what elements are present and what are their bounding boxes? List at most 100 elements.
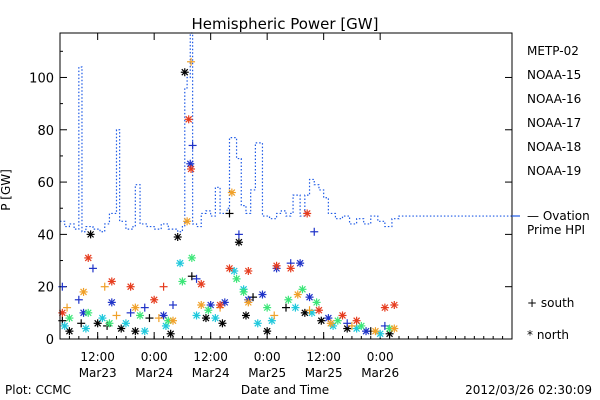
legend-ovation: — Ovation <box>527 209 590 223</box>
marker-north <box>291 303 300 312</box>
marker-north <box>173 233 182 241</box>
marker-north <box>176 259 185 268</box>
marker-north <box>227 188 236 197</box>
x-tick-label-time: 12:00 <box>80 350 115 364</box>
marker-south <box>77 319 86 328</box>
legend-entry: NOAA-19 <box>527 164 581 178</box>
marker-north <box>192 311 201 320</box>
marker-north <box>150 295 159 304</box>
marker-north <box>216 301 225 309</box>
marker-north <box>60 321 69 330</box>
marker-north <box>187 253 196 262</box>
satellite-markers <box>58 57 399 338</box>
legend-symbol-north: * north <box>527 328 569 342</box>
marker-north <box>300 308 309 317</box>
legend: METP-02 NOAA-15 NOAA-16 NOAA-17 NOAA-18 NOAA-… <box>512 44 590 342</box>
y-tick-label: 0 <box>46 333 54 348</box>
marker-north <box>204 306 213 315</box>
marker-north <box>305 293 314 302</box>
marker-north <box>263 327 272 336</box>
marker-north <box>105 319 114 328</box>
plot-credit: Plot: CCMC <box>5 383 71 397</box>
marker-north <box>140 327 149 336</box>
marker-south <box>282 303 290 312</box>
marker-north <box>218 319 227 328</box>
x-tick-label-time: 12:00 <box>193 350 228 364</box>
marker-north <box>239 287 248 296</box>
marker-south <box>187 272 196 281</box>
marker-north <box>121 319 130 328</box>
marker-north <box>225 264 234 273</box>
x-axis-label: Date and Time <box>241 383 329 397</box>
legend-symbol-south: + south <box>527 296 574 310</box>
marker-north <box>136 311 145 320</box>
marker-north <box>131 303 140 312</box>
y-tick-label: 40 <box>37 228 54 243</box>
marker-south <box>74 295 83 304</box>
chart-title: Hemispheric Power [GW] <box>192 15 379 33</box>
marker-north <box>126 282 135 291</box>
plot-frame <box>59 32 513 340</box>
y-tick-label: 60 <box>37 176 54 191</box>
marker-north <box>84 253 93 262</box>
marker-north <box>314 306 323 315</box>
marker-south <box>310 227 319 236</box>
marker-north <box>184 115 193 124</box>
marker-south <box>192 274 201 283</box>
x-tick-label-time: 12:00 <box>306 350 341 364</box>
marker-south <box>159 282 168 291</box>
x-tick-label-date: Mar25 <box>305 366 343 380</box>
marker-north <box>107 298 116 307</box>
marker-south <box>343 319 352 328</box>
marker-north <box>180 68 189 77</box>
marker-north <box>186 159 195 168</box>
y-tick-label: 20 <box>37 281 54 296</box>
marker-south <box>187 57 196 66</box>
axis-ticks: 0 20 40 60 80 100 12:00 Mar23 0:00 Mar24 12:00 Mar2… <box>29 33 513 380</box>
y-tick-label: 80 <box>37 124 54 139</box>
marker-north <box>253 319 262 328</box>
marker-north <box>211 314 220 323</box>
marker-north <box>201 314 210 323</box>
marker-north <box>79 287 88 296</box>
x-tick-label-date: Mar25 <box>248 366 286 380</box>
marker-north <box>84 308 93 317</box>
marker-north <box>98 314 107 323</box>
marker-south <box>188 141 197 150</box>
marker-north <box>376 329 385 338</box>
marker-south <box>88 264 97 273</box>
marker-north <box>241 311 250 320</box>
marker-south <box>63 303 72 312</box>
marker-north <box>131 327 140 336</box>
marker-north <box>65 314 74 323</box>
marker-north <box>317 316 326 325</box>
marker-north <box>166 329 175 338</box>
marker-north <box>107 277 116 286</box>
marker-north <box>244 298 253 307</box>
marker-north <box>390 301 399 309</box>
ovation-prime-series <box>60 32 512 233</box>
marker-south <box>225 209 234 218</box>
x-tick-label-time: 0:00 <box>141 350 168 364</box>
marker-north <box>178 277 187 286</box>
x-tick-label-time: 0:00 <box>367 350 394 364</box>
marker-south <box>140 303 149 312</box>
marker-north <box>169 316 177 325</box>
x-tick-label-date: Mar24 <box>135 366 173 380</box>
marker-north <box>220 298 229 307</box>
legend-entry: NOAA-16 <box>527 92 581 106</box>
marker-south <box>126 308 135 317</box>
marker-south <box>270 311 279 320</box>
marker-north <box>183 217 192 226</box>
marker-south <box>234 230 243 239</box>
marker-north <box>380 303 389 312</box>
legend-entry: NOAA-18 <box>527 140 581 154</box>
x-tick-label-date: Mar24 <box>192 366 230 380</box>
plot-timestamp: 2012/03/26 02:30:09 <box>465 383 592 397</box>
marker-north <box>263 303 272 312</box>
marker-north <box>234 238 243 247</box>
marker-north <box>244 267 253 275</box>
marker-south <box>154 314 163 323</box>
marker-north <box>293 290 302 299</box>
